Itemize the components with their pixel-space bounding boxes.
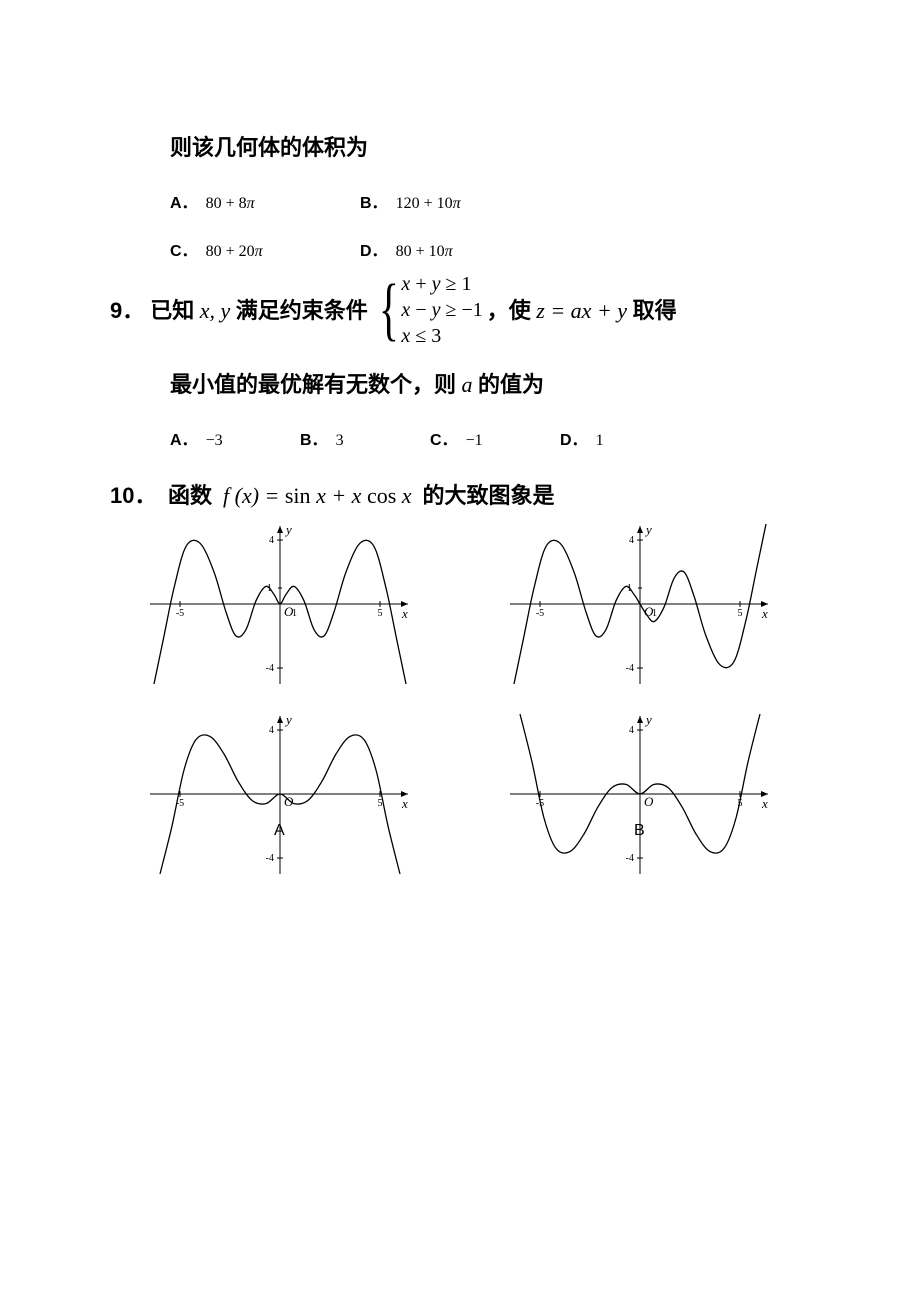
q10-charts-grid: -55-44yxO11 -55-44yxO11 -55-44yxOA -55-4… <box>150 524 810 884</box>
svg-text:y: y <box>284 524 292 537</box>
svg-text:4: 4 <box>629 725 634 736</box>
chart-option-label: B <box>634 822 645 840</box>
q8-opt-a: A． 80 + 8π <box>170 189 360 213</box>
q8-options-row2: C． 80 + 20π D． 80 + 10π <box>170 237 810 261</box>
svg-text:5: 5 <box>378 608 383 619</box>
q10-chart-b: -55-44yxO11 <box>510 524 810 694</box>
svg-text:-5: -5 <box>176 608 184 619</box>
q10-chart-c: -55-44yxOA <box>150 714 450 884</box>
q9-vars: x, y <box>194 293 236 328</box>
svg-text:O: O <box>644 794 654 809</box>
q9-after2: 取得 <box>633 293 677 328</box>
svg-text:4: 4 <box>269 535 274 546</box>
svg-text:5: 5 <box>738 608 743 619</box>
q10-chart-d: -55-44yxOB <box>510 714 810 884</box>
q9-opt-b-val: 3 <box>336 432 344 450</box>
q10-after: 的大致图象是 <box>423 483 555 508</box>
q9-opt-a: A．−3 <box>170 426 300 450</box>
q9-line2: 最小值的最优解有无数个，则 a 的值为 <box>170 367 810 402</box>
q9-system: { x + y ≥ 1 x − y ≥ −1 x ≤ 3 <box>372 271 483 349</box>
q8-opt-d: D． 80 + 10π <box>360 237 453 261</box>
chart-option-label: A <box>274 822 285 840</box>
q9-line2-after: 的值为 <box>478 372 544 397</box>
svg-text:1: 1 <box>292 608 297 619</box>
q9-comma: ，使 <box>487 293 531 328</box>
q9-opt-d: D．1 <box>560 426 690 450</box>
q10-before: 函数 <box>168 483 212 508</box>
svg-text:-4: -4 <box>626 663 634 674</box>
q9-opt-a-val: −3 <box>206 432 223 450</box>
svg-text:-5: -5 <box>536 608 544 619</box>
q8-opt-b: B． 120 + 10π <box>360 189 461 213</box>
q9-line1: 9． 已知 x, y 满足约束条件 { x + y ≥ 1 x − y ≥ −1… <box>110 271 810 349</box>
q8-opt-c: C． 80 + 20π <box>170 237 360 261</box>
q8-options-row1: A． 80 + 8π B． 120 + 10π <box>170 189 810 213</box>
svg-text:x: x <box>761 606 768 621</box>
svg-text:x: x <box>401 606 408 621</box>
svg-text:y: y <box>644 524 652 537</box>
svg-text:-4: -4 <box>266 663 274 674</box>
q9-opt-c-val: −1 <box>466 432 483 450</box>
q9-options: A．−3 B．3 C．−1 D．1 <box>170 426 810 450</box>
q9-number: 9． <box>110 293 144 328</box>
svg-text:1: 1 <box>652 608 657 619</box>
q9-line2-before: 最小值的最优解有无数个，则 <box>170 372 456 397</box>
svg-text:x: x <box>401 796 408 811</box>
svg-text:4: 4 <box>269 725 274 736</box>
svg-text:y: y <box>284 714 292 727</box>
q10-chart-a: -55-44yxO11 <box>150 524 450 694</box>
svg-text:x: x <box>761 796 768 811</box>
q10-fx: f (x) = <box>218 483 285 508</box>
q9-opt-d-val: 1 <box>596 432 604 450</box>
svg-text:-4: -4 <box>266 853 274 864</box>
svg-text:y: y <box>644 714 652 727</box>
svg-text:-4: -4 <box>626 853 634 864</box>
svg-text:5: 5 <box>378 798 383 809</box>
q9-stem-before: 已知 <box>150 293 194 328</box>
svg-text:4: 4 <box>629 535 634 546</box>
q9-stem-mid: 满足约束条件 <box>236 293 368 328</box>
q10-number: 10． <box>110 483 156 508</box>
q9-opt-c: C．−1 <box>430 426 560 450</box>
q8-stem: 则该几何体的体积为 <box>170 130 810 165</box>
q10-stem: 10． 函数 f (x) = sin x + x cos x 的大致图象是 <box>110 478 810 513</box>
q9-zexpr: z = ax + y <box>531 293 633 328</box>
q9-opt-b: B．3 <box>300 426 430 450</box>
